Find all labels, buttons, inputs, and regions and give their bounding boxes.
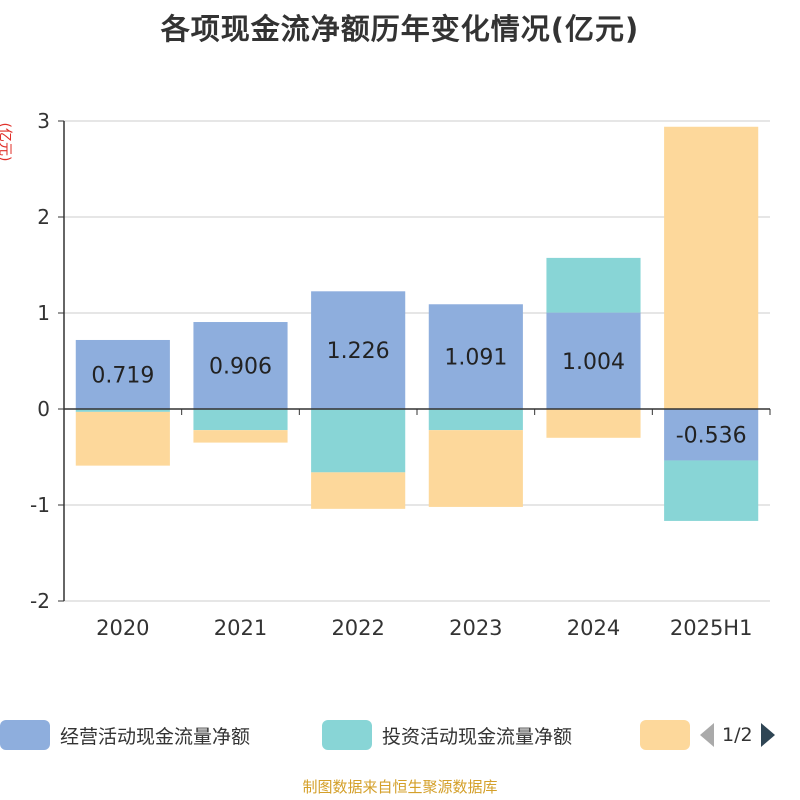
legend-pager: 1/2 [700,712,775,758]
bar-segment [193,430,288,443]
y-tick-label: 2 [37,205,50,229]
bar-segment [428,430,523,507]
legend-page-indicator: 1/2 [722,724,753,746]
y-tick-label: 1 [37,301,50,325]
data-label: 0.719 [91,363,154,388]
x-tick-label: 2022 [331,616,384,640]
legend-swatch-operating [0,720,50,750]
bar-segment [75,409,170,412]
bar-segment [428,409,523,431]
y-tick-label: -2 [30,589,50,613]
bar-segment [193,409,288,431]
bar-segment [546,257,641,313]
legend-item-operating[interactable]: 经营活动现金流量净额 [0,712,250,758]
chart-title: 各项现金流净额历年变化情况(亿元) [160,12,640,46]
legend-swatch-financing [640,720,690,750]
prev-page-icon[interactable] [700,723,714,747]
bar-segment [75,339,170,409]
x-tick-label: 2021 [214,616,267,640]
y-tick-label: 3 [37,109,50,133]
next-page-icon[interactable] [760,723,775,747]
bar-segment [311,472,406,509]
bar-segment [664,126,759,409]
bar-segment [193,322,288,409]
bar-segment [664,409,759,461]
y-tick-label: 0 [37,397,50,421]
bar-segment [75,411,170,466]
x-tick-label: 2023 [449,616,502,640]
legend-label-investing: 投资活动现金流量净额 [382,725,573,748]
data-label: 1.004 [562,350,625,375]
legend-item-investing[interactable]: 投资活动现金流量净额 [322,712,572,758]
y-tick-label: -1 [30,493,50,517]
bar-segment [664,460,759,521]
data-label: 0.906 [209,355,272,380]
bar-segment [546,409,641,438]
legend-item-financing[interactable] [640,712,700,758]
legend: 经营活动现金流量净额 投资活动现金流量净额 1/2 [0,712,800,758]
legend-swatch-investing [322,720,372,750]
x-tick-label: 2025H1 [670,616,753,640]
bar-segment [311,291,406,409]
bar-segment [311,409,406,473]
data-label: 1.091 [444,346,507,371]
x-tick-label: 2024 [567,616,620,640]
bar-chart: -2 -1 0 1 2 3 0.719 2020 0.906 2021 1.226 2022 1.091… [30,109,771,640]
bar-segment [428,304,523,409]
source-note: 制图数据来自恒生聚源数据库 [302,778,498,796]
data-label: -0.536 [676,424,747,449]
bar-segment [546,312,641,409]
data-label: 1.226 [327,339,390,364]
x-tick-label: 2020 [96,616,149,640]
legend-label-operating: 经营活动现金流量净额 [60,725,251,748]
